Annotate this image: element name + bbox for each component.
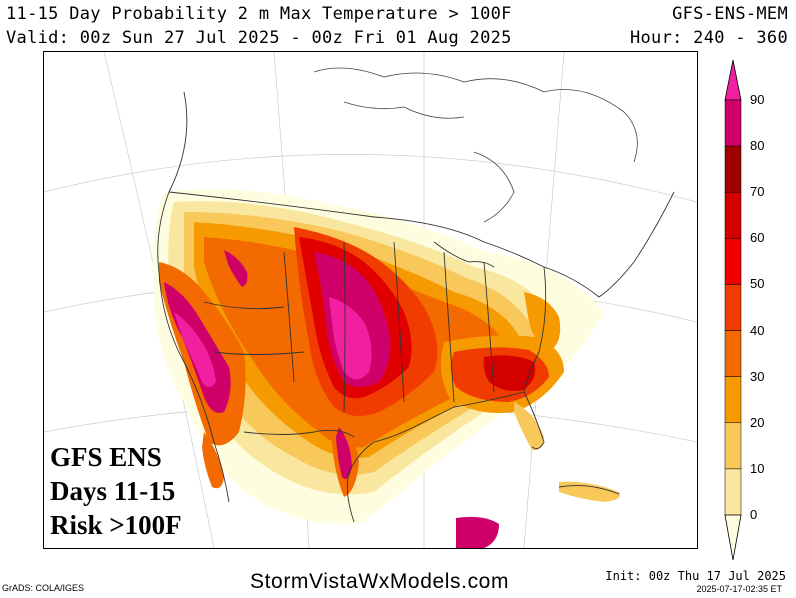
colorbar-segment [724, 284, 742, 331]
colorbar-tick-label: 10 [750, 460, 765, 476]
colorbar-tick-label: 90 [750, 92, 765, 107]
colorbar-segment [724, 99, 742, 147]
valid-period: Valid: 00z Sun 27 Jul 2025 - 00z Fri 01 … [6, 28, 512, 48]
generated-time: 2025-07-17-02:35 ET [696, 584, 782, 594]
overlay-line-risk: Risk >100F [50, 510, 182, 540]
colorbar-tick-label: 70 [750, 184, 765, 200]
probability-map: GFS ENS Days 11-15 Risk >100F [43, 51, 698, 549]
map-title: 11-15 Day Probability 2 m Max Temperatur… [6, 4, 512, 24]
colorbar-segment [724, 468, 742, 516]
model-name: GFS-ENS-MEM [672, 4, 788, 24]
colorbar-segment [724, 330, 742, 377]
colorbar-segment [724, 238, 742, 285]
colorbar-arrow-top [724, 60, 742, 101]
overlay-label: GFS ENS Days 11-15 Risk >100F [50, 440, 182, 542]
arctic-coast [313, 67, 638, 223]
coastlines [157, 91, 675, 523]
colorbar-tick-label: 50 [750, 276, 765, 292]
map-canvas [44, 52, 697, 548]
colorbar-tick-label: 80 [750, 138, 765, 154]
colorbar-tick-label: 30 [750, 368, 765, 384]
colorbar-arrow-bottom [724, 514, 742, 560]
site-name: StormVistaWxModels.com [250, 570, 510, 593]
colorbar [724, 60, 742, 560]
forecast-hours: Hour: 240 - 360 [629, 28, 788, 48]
grads-credit: GrADS: COLA/IGES [2, 583, 85, 593]
colorbar-tick-label: 60 [750, 230, 765, 246]
colorbar-segment [724, 422, 742, 470]
probability-shading [152, 189, 620, 548]
colorbar-segment [724, 376, 742, 424]
overlay-line-model: GFS ENS [50, 442, 162, 472]
colorbar-tick-label: 40 [750, 322, 765, 338]
colorbar-segment [724, 191, 742, 239]
colorbar-segment [724, 145, 742, 193]
init-time: Init: 00z Thu 17 Jul 2025 [605, 569, 786, 583]
colorbar-tick-label: 0 [750, 507, 758, 522]
overlay-line-days: Days 11-15 [50, 476, 176, 506]
colorbar-tick-label: 20 [750, 414, 765, 430]
